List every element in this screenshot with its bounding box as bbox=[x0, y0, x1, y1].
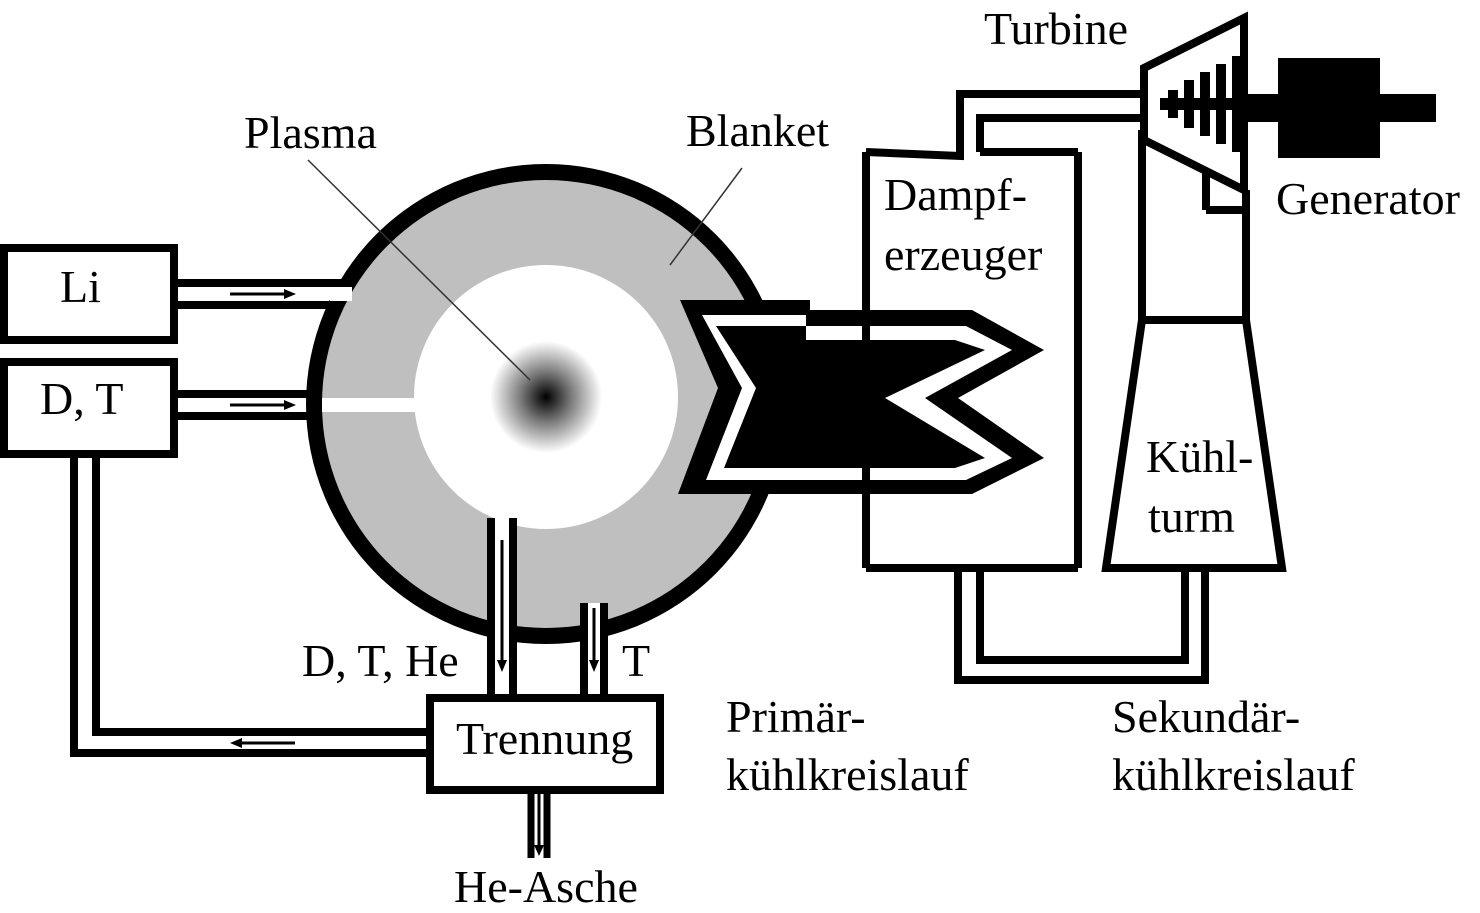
li-label: Li bbox=[60, 261, 101, 312]
separation-box bbox=[426, 694, 664, 794]
plasma-label: Plasma bbox=[244, 107, 377, 158]
cooling-tower bbox=[1101, 126, 1287, 572]
t-label: T bbox=[622, 635, 650, 686]
dthe-label: D, T, He bbox=[302, 635, 459, 686]
dt-label: D, T bbox=[40, 373, 124, 424]
steam-generator-label-1: Dampf- bbox=[884, 169, 1027, 220]
primary-loop-label-2: kühlkreislauf bbox=[726, 749, 969, 800]
cooling-tower-label-1: Kühl- bbox=[1146, 431, 1253, 482]
plasma-pointer bbox=[307, 159, 531, 381]
generator bbox=[1244, 58, 1436, 158]
dt-box bbox=[0, 358, 178, 458]
recycle-pipe bbox=[70, 454, 430, 757]
generator-label: Generator bbox=[1276, 173, 1460, 224]
he-ash-label: He-Asche bbox=[454, 861, 638, 912]
blanket-label: Blanket bbox=[686, 105, 829, 156]
steam-generator-label-2: erzeuger bbox=[884, 229, 1042, 280]
separation-label: Trennung bbox=[456, 713, 633, 764]
tritium-pipe bbox=[580, 603, 608, 698]
secondary-loop-pipe bbox=[954, 568, 1209, 684]
primary-heat-exchanger bbox=[678, 300, 1044, 494]
secondary-loop-label-1: Sekundär- bbox=[1112, 691, 1300, 742]
steam-generator bbox=[862, 90, 1150, 572]
exhaust-pipe bbox=[487, 518, 517, 698]
cooling-tower-label-2: turm bbox=[1148, 491, 1235, 542]
blanket-pointer bbox=[669, 167, 743, 266]
secondary-loop-label-2: kühlkreislauf bbox=[1112, 749, 1355, 800]
he-ash-pipe bbox=[527, 790, 551, 858]
li-feed-pipe bbox=[174, 279, 350, 309]
primary-loop-label-1: Primär- bbox=[726, 691, 866, 742]
turbine-label: Turbine bbox=[984, 3, 1128, 54]
li-box bbox=[0, 244, 178, 344]
